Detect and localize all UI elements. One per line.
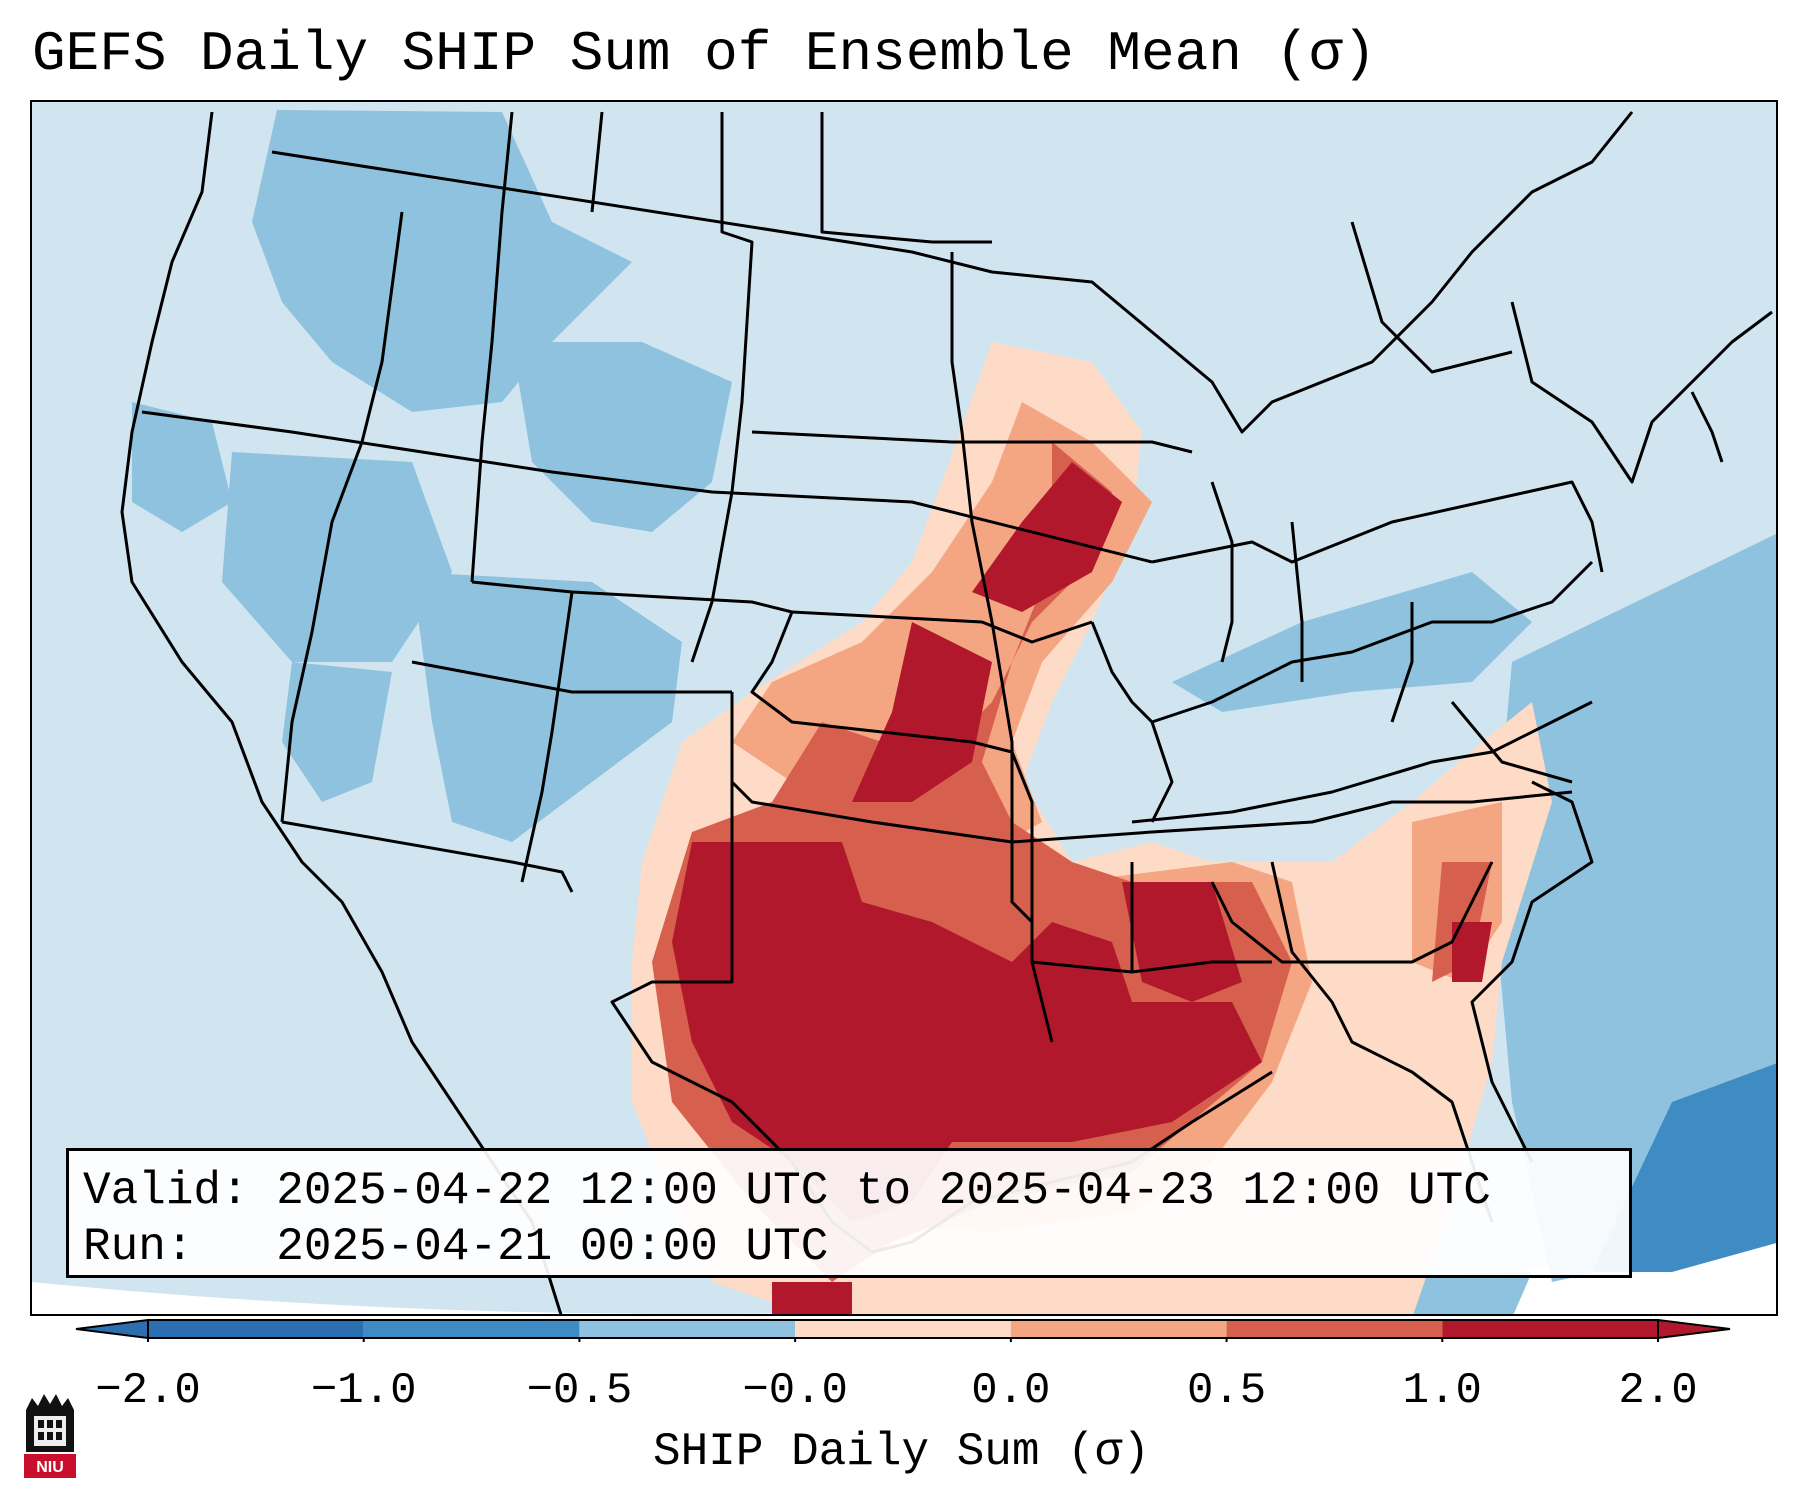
colorbar-extend-high	[1657, 1318, 1731, 1340]
colorbar-ticks	[147, 1338, 1659, 1342]
colorbar-tick-label: 0.5	[1186, 1366, 1267, 1416]
run-time-text: Run: 2025-04-21 00:00 UTC	[83, 1221, 829, 1273]
map-panel	[30, 100, 1778, 1316]
colorbar-tick-label: −0.0	[742, 1366, 848, 1416]
colorbar-tick-label: −0.5	[526, 1366, 633, 1416]
colorbar-extend-low	[75, 1318, 149, 1340]
valid-run-info-box: Valid: 2025-04-22 12:00 UTC to 2025-04-2…	[66, 1148, 1632, 1278]
colorbar-outline	[147, 1319, 1659, 1339]
colorbar-segment	[1226, 1320, 1443, 1338]
colorbar-segment	[579, 1320, 796, 1338]
colorbar-tick-label: 0.0	[971, 1366, 1051, 1416]
colorbar-segments	[75, 1318, 1731, 1340]
colorbar-tick-label: −1.0	[310, 1366, 417, 1416]
colorbar	[75, 1318, 1731, 1342]
logo-text: NIU	[36, 1459, 64, 1476]
niu-logo: NIU	[24, 1394, 76, 1478]
valid-time-text: Valid: 2025-04-22 12:00 UTC to 2025-04-2…	[83, 1165, 1491, 1217]
colorbar-segment	[1010, 1320, 1227, 1338]
strong-positive-regions	[672, 462, 1492, 1314]
ship-map	[32, 102, 1776, 1314]
colorbar-label: SHIP Daily Sum (σ)	[653, 1426, 1150, 1478]
colorbar-tick-label: 2.0	[1618, 1366, 1698, 1416]
map-title: GEFS Daily SHIP Sum of Ensemble Mean (σ)	[32, 22, 1377, 86]
colorbar-segment	[1442, 1320, 1658, 1338]
colorbar-segment	[363, 1320, 580, 1338]
colorbar-tick-label: −2.0	[95, 1366, 201, 1416]
colorbar-segment	[148, 1320, 364, 1338]
colorbar-tick-label: 1.0	[1402, 1366, 1482, 1416]
colorbar-segment	[795, 1320, 1011, 1338]
